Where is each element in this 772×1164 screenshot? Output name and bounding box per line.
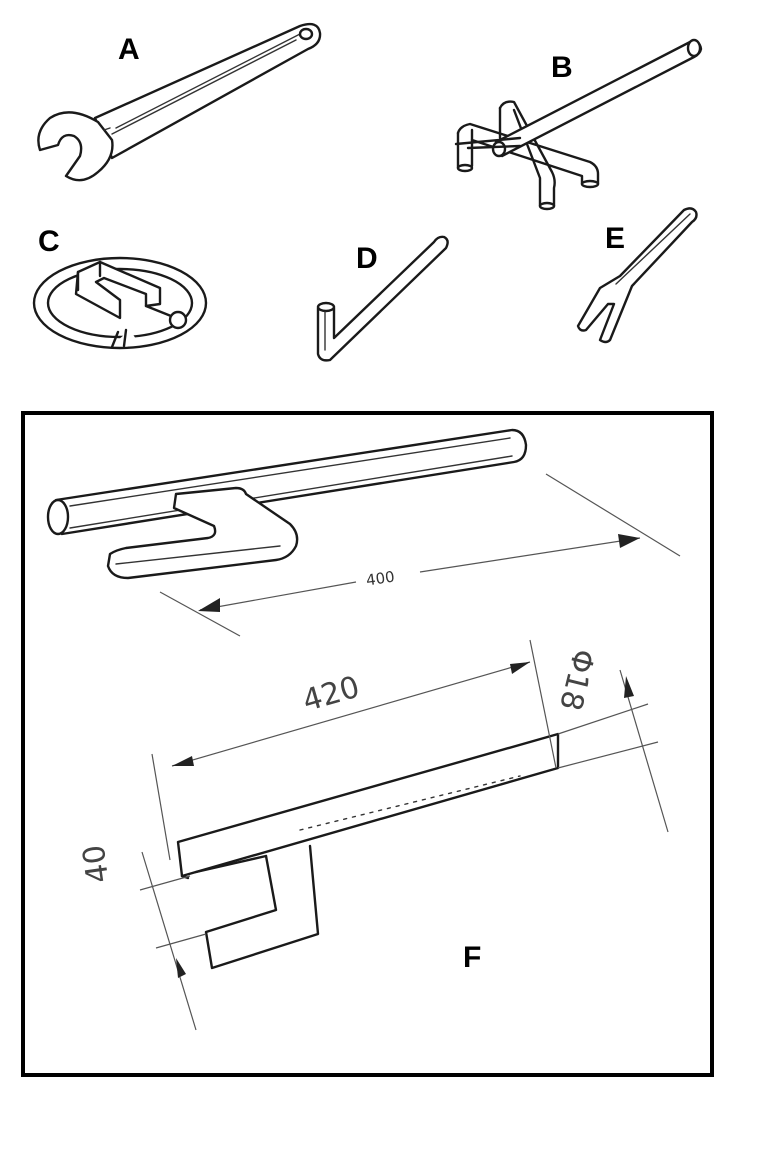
label-c: C [38,225,60,258]
drawing-f-orthographic: 420 Φ18 40 [76,639,669,1031]
tool-b-fork-bar [454,38,703,211]
dimension-400: 400 [159,473,681,637]
dim-40-label: 40 [76,843,116,886]
tool-e-fork-wrench [576,207,698,344]
dim-420-label: 420 [299,670,364,719]
drawing-f-perspective [46,428,528,580]
tool-a-wrench [37,22,322,182]
dim-phi18-label: Φ18 [552,645,601,713]
drawing-f-frame [21,411,714,1077]
tool-d-l-bar [316,235,449,362]
label-a: A [118,33,140,66]
label-f: F [463,941,481,974]
dim-400-label: 400 [365,568,396,590]
tool-c-ring-clamp [32,256,208,350]
label-b: B [551,51,573,84]
label-e: E [605,222,625,255]
label-d: D [356,242,378,275]
